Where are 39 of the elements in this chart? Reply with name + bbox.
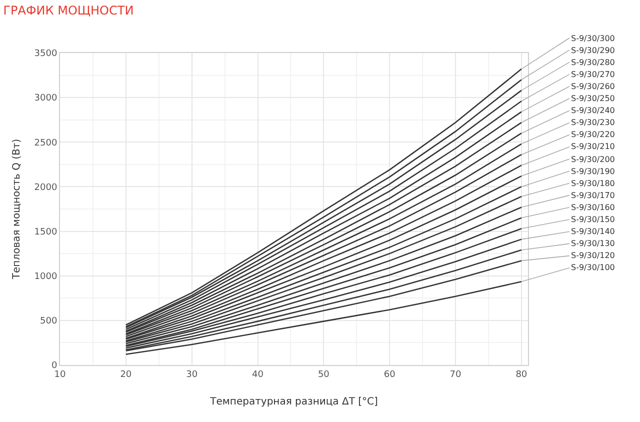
y-tick-label: 2500: [34, 138, 58, 148]
x-tick-label: 60: [384, 370, 396, 380]
x-axis-title: Температурная разница ΔT [°C]: [209, 396, 378, 408]
text: S-9/30/250: [571, 94, 615, 103]
text: S-9/30/290: [571, 46, 615, 55]
x-tick-label: 30: [186, 370, 198, 380]
y-tick-label: 1500: [34, 227, 58, 238]
text: S-9/30/170: [571, 191, 615, 200]
text: S-9/30/120: [571, 251, 615, 260]
y-tick-label: 1000: [34, 272, 58, 282]
text: S-9/30/160: [571, 203, 615, 212]
y-axis-title: Тепловая мощность Q (Вт): [11, 138, 22, 280]
text: S-9/30/200: [571, 155, 615, 164]
y-tick-label: 0: [51, 361, 58, 372]
text: S-9/30/180: [571, 179, 615, 188]
text: S-9/30/270: [571, 70, 615, 79]
text: S-9/30/280: [571, 58, 615, 67]
text: S-9/30/150: [571, 215, 615, 224]
chart-title: ГРАФИК МОЩНОСТИ: [3, 4, 134, 18]
x-tick-label: 40: [252, 370, 264, 380]
text: S-9/30/210: [571, 142, 615, 151]
x-tick-label: 80: [516, 370, 528, 380]
text: S-9/30/140: [571, 227, 615, 236]
y-tick-label: 3500: [34, 49, 58, 60]
text: S-9/30/300: [571, 34, 615, 43]
text: S-9/30/220: [571, 130, 615, 139]
x-tick-label: 50: [318, 370, 330, 380]
x-tick-label: 10: [54, 370, 66, 380]
text: S-9/30/230: [571, 118, 615, 127]
x-tick-label: 20: [120, 370, 132, 380]
y-tick-label: 2000: [34, 182, 58, 193]
text: S-9/30/130: [571, 239, 615, 248]
x-tick-label: 70: [450, 370, 462, 380]
text: S-9/30/100: [571, 263, 615, 272]
y-tick-label: 3000: [34, 94, 58, 104]
text: S-9/30/240: [571, 106, 615, 115]
y-tick-label: 500: [40, 316, 58, 327]
text: S-9/30/190: [571, 167, 615, 176]
text: S-9/30/260: [571, 82, 615, 91]
